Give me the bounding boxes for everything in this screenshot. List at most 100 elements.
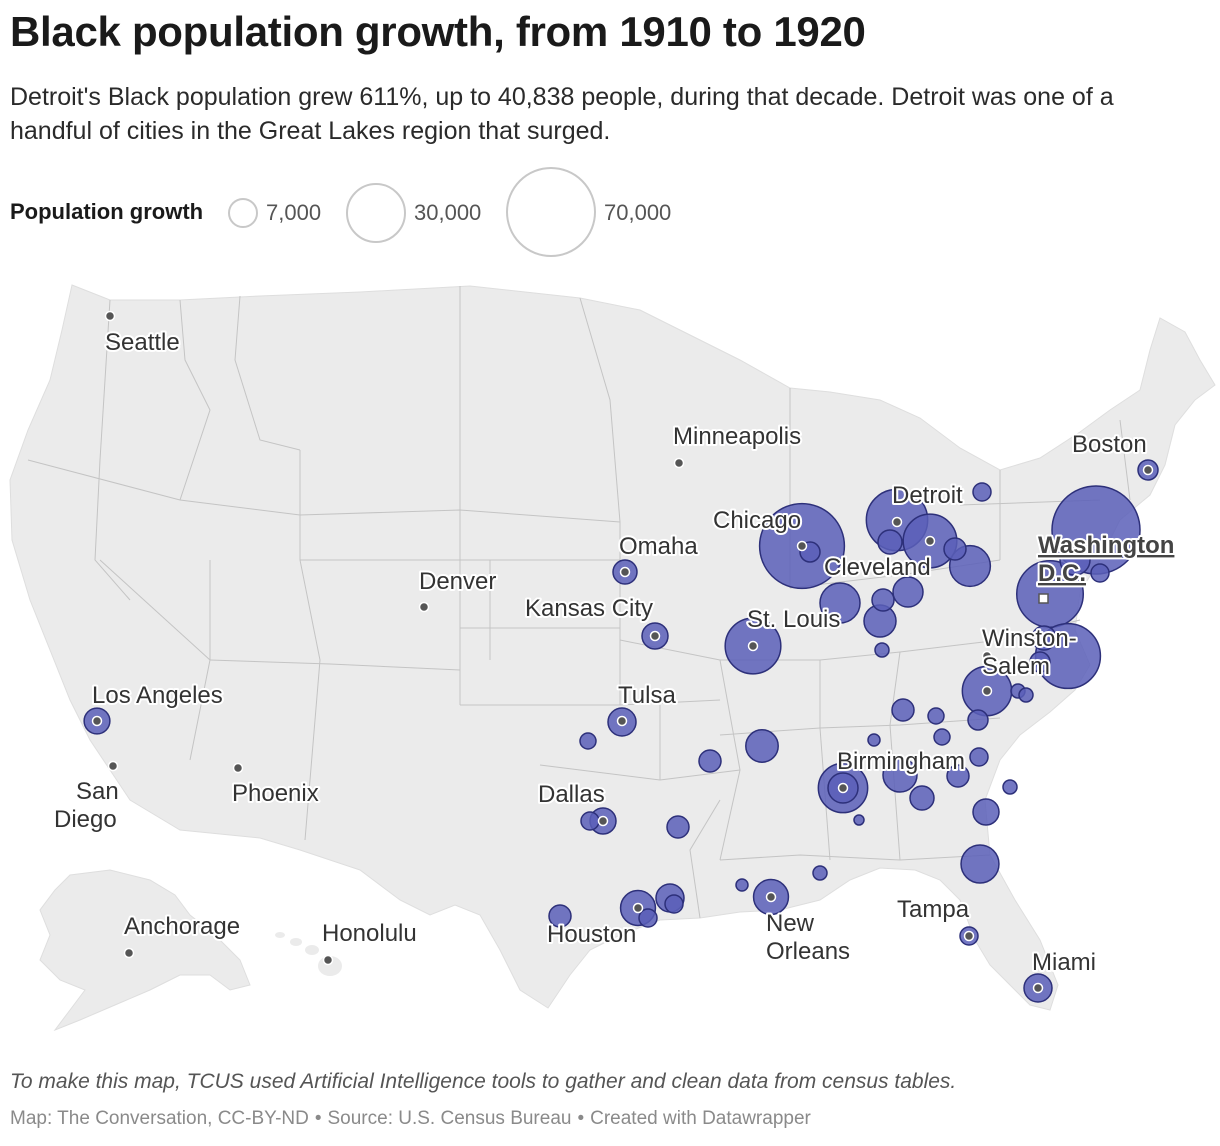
bubble-city[interactable] [946,764,970,788]
chart-title: Black population growth, from 1910 to 19… [10,8,866,55]
bubble-city[interactable] [1002,779,1018,795]
city-label-dallas: Dallas [538,781,605,808]
city-marker [418,601,430,613]
city-label-omaha: Omaha [619,533,698,560]
city-label-cleveland: Cleveland [824,554,931,581]
bubble-city[interactable] [579,732,597,750]
city-marker [796,540,808,552]
bubble-city[interactable] [1059,544,1091,576]
bubble-city[interactable] [871,588,895,612]
bubble-city[interactable] [664,894,684,914]
alaska-shape [39,869,251,1032]
city-label-boston: Boston [1072,431,1147,458]
city-marker [891,516,903,528]
city-marker [673,457,685,469]
bubble-city[interactable] [580,811,600,831]
city-marker [981,650,993,662]
bubble-city[interactable] [892,576,924,608]
city-label-kansas-city: Kansas City [525,595,653,622]
bubble-city[interactable] [877,529,903,555]
bubble-city[interactable] [967,709,989,731]
bubble-city[interactable] [638,908,658,928]
city-label-winston-salem: Salem [982,653,1050,680]
city-label-los-angeles: Los Angeles [92,682,223,709]
bubble-city[interactable] [735,878,749,892]
bubble-city[interactable] [927,707,945,725]
city-label-honolulu: Honolulu [322,920,417,947]
bubble-city[interactable] [972,798,1000,826]
bubble-city[interactable] [1018,687,1034,703]
city-label-layer: Seattle Minneapolis Boston Detroit Chicago Om… [52,327,1176,978]
land-layer [9,284,1216,1032]
credit-line: Map: The Conversation, CC-BY-ND • Source: … [10,1108,811,1130]
bubble-city[interactable] [972,482,992,502]
city-marker [619,566,631,578]
credit-separator: • [577,1108,585,1129]
size-legend: Population growth 7,000 30,000 70,000 [10,165,910,260]
contiguous-us-shape [9,284,1216,1011]
city-marker [963,930,975,942]
bubble-city[interactable] [867,733,881,747]
bubble-city[interactable] [1090,563,1110,583]
city-label-san-diego: Diego [54,806,117,833]
credit-map: Map: The Conversation, CC-BY-ND [10,1108,309,1129]
city-label-washington: Washington [1038,532,1174,559]
legend-label-large: 70,000 [604,200,672,225]
city-marker [837,782,849,794]
bubble-city[interactable] [909,785,935,811]
bubble-city[interactable] [874,642,890,658]
bubble-jacksonville[interactable] [960,844,1000,884]
city-marker-layer [91,310,1154,994]
city-label-chicago: Chicago [713,507,801,534]
city-marker [747,640,759,652]
bubble-city[interactable] [698,749,722,773]
bubble-city[interactable] [853,814,865,826]
capital-marker [1038,593,1049,604]
city-marker [91,715,103,727]
city-marker [981,685,993,697]
city-marker [123,947,135,959]
bubble-city[interactable] [882,757,918,793]
city-label-phoenix: Phoenix [232,780,319,807]
city-marker [632,902,644,914]
method-note: To make this map, TCUS used Artificial I… [10,1070,957,1093]
bubble-city[interactable] [548,904,572,928]
bubble-city[interactable] [812,865,828,881]
city-label-tulsa: Tulsa [618,682,676,709]
city-label-new-orleans: New [766,910,815,937]
bubble-layer [83,459,1159,1003]
city-label-seattle: Seattle [105,329,180,356]
city-marker [1032,982,1044,994]
city-label-birmingham: Birmingham [837,748,965,775]
city-marker [232,762,244,774]
city-label-washington: D.C. [1038,560,1086,587]
us-map: Seattle Minneapolis Boston Detroit Chicago Om… [9,284,1216,1032]
credit-separator: • [314,1108,322,1129]
legend-label-small: 7,000 [266,200,322,225]
city-marker [924,535,936,547]
city-marker [597,815,609,827]
bubble-city[interactable] [943,537,967,561]
city-label-san-diego: San [76,778,119,805]
credit-source: Source: U.S. Census Bureau [327,1108,572,1129]
credit-tool: Created with Datawrapper [590,1108,811,1129]
bubble-city[interactable] [969,747,989,767]
city-marker [649,630,661,642]
city-marker [107,760,119,772]
bubble-city[interactable] [1031,625,1057,651]
city-label-tampa: Tampa [897,896,970,923]
legend-circle-large [506,167,596,257]
city-marker [322,954,334,966]
chart-subtitle: Detroit's Black population grew 611%, up… [10,83,1114,145]
bubble-city[interactable] [1029,651,1051,673]
bubble-memphis[interactable] [745,729,779,763]
bubble-city[interactable] [819,582,861,624]
city-marker [104,310,116,322]
city-label-new-orleans: Orleans [766,938,850,965]
bubble-city[interactable] [666,815,690,839]
legend-title: Population growth [10,199,204,224]
bubble-city[interactable] [891,698,915,722]
bubble-city[interactable] [933,728,951,746]
city-label-st-louis: St. Louis [747,606,840,633]
city-label-anchorage: Anchorage [124,913,240,940]
